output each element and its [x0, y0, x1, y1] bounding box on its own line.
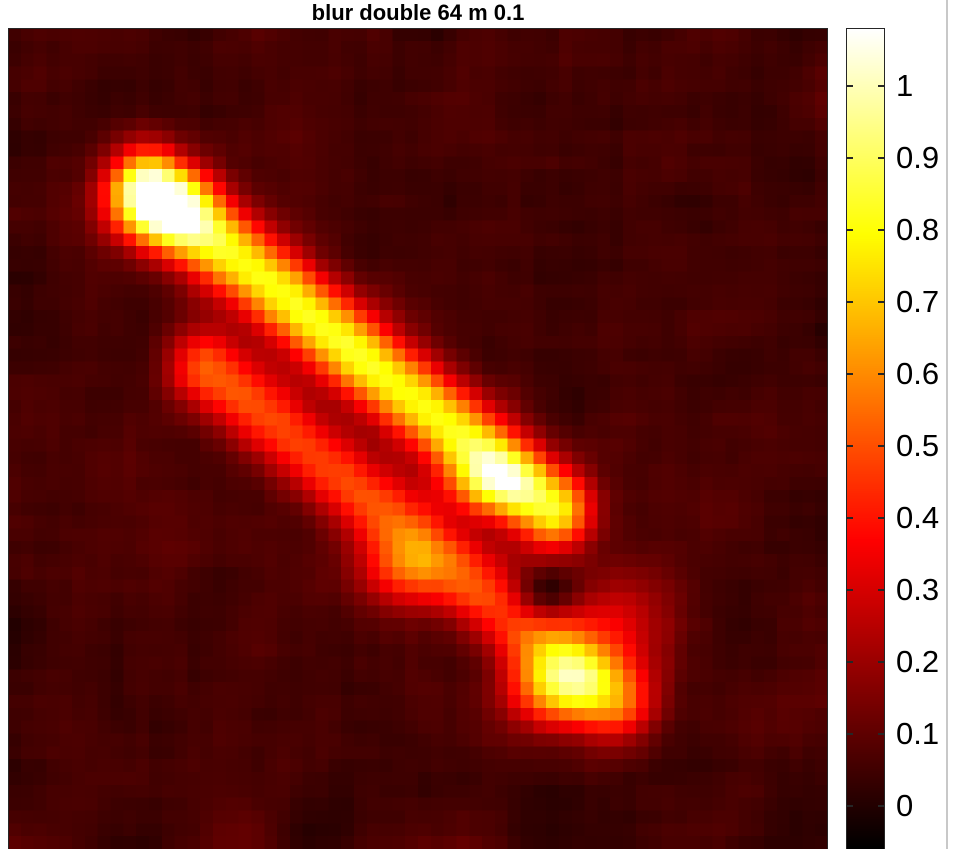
colorbar-tick-mark: [846, 84, 853, 87]
colorbar-tick-label: 0.1: [896, 715, 940, 751]
colorbar-tick-mark: [846, 804, 853, 807]
colorbar-tick-mark: [878, 228, 885, 231]
colorbar-tick-mark: [878, 372, 885, 375]
colorbar-tick-label: 0.4: [896, 499, 940, 535]
colorbar-tick-mark: [846, 300, 853, 303]
colorbar-tick-mark: [846, 228, 853, 231]
colorbar-tick-mark: [846, 444, 853, 447]
colorbar-tick-mark: [846, 660, 853, 663]
colorbar-tick-mark: [878, 156, 885, 159]
chart-title: blur double 64 m 0.1: [311, 0, 525, 25]
colorbar-tick-label: 0.7: [896, 283, 940, 319]
colorbar-tick-mark: [878, 660, 885, 663]
colorbar-tick-mark: [878, 444, 885, 447]
colorbar-tick-label: 0.5: [896, 427, 940, 463]
colorbar-tick-label: 1: [896, 67, 914, 103]
colorbar-tick-label: 0.8: [896, 211, 940, 247]
colorbar-tick-mark: [878, 84, 885, 87]
colorbar-tick-mark: [878, 300, 885, 303]
colorbar-tick-label: 0.9: [896, 139, 940, 175]
colorbar-tick-label: 0: [896, 787, 914, 823]
colorbar-tick-mark: [878, 588, 885, 591]
colorbar-gradient: [846, 28, 885, 849]
heatmap-image: [8, 28, 828, 849]
colorbar-tick-mark: [846, 156, 853, 159]
colorbar-tick-mark: [846, 516, 853, 519]
window-edge: [946, 0, 948, 849]
colorbar-tick-mark: [846, 372, 853, 375]
colorbar-tick-mark: [878, 732, 885, 735]
colorbar-tick-label: 0.2: [896, 643, 940, 679]
colorbar-tick-label: 0.6: [896, 355, 940, 391]
colorbar-tick-mark: [846, 732, 853, 735]
colorbar-tick-mark: [878, 804, 885, 807]
colorbar-ticks: 0 0.1 0.2 0.3 0.4 0.5 0.6 0.7 0.8 0.9 1: [846, 28, 955, 849]
colorbar-tick-mark: [878, 516, 885, 519]
colorbar-tick-mark: [846, 588, 853, 591]
colorbar-tick-label: 0.3: [896, 571, 940, 607]
